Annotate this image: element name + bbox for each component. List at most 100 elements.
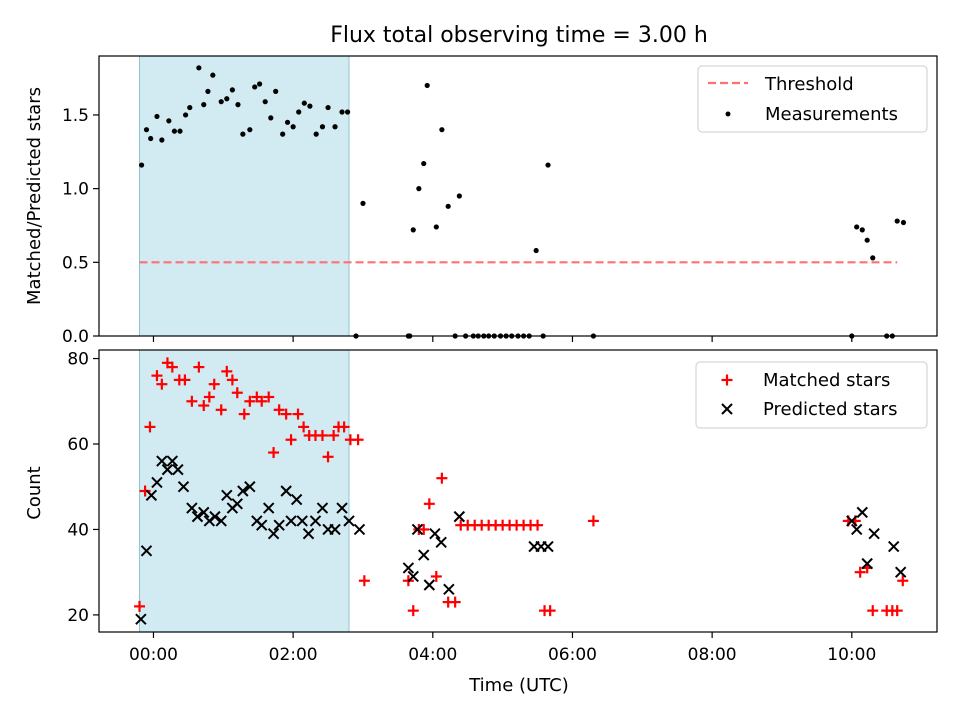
ratio-y-tick-label: 1.5 <box>62 106 89 126</box>
matched-point <box>203 391 215 403</box>
predicted-point <box>868 528 880 540</box>
matched-point <box>273 404 285 416</box>
matched-point <box>449 596 461 608</box>
measurement-point <box>182 112 189 118</box>
cross-b <box>850 523 863 536</box>
predicted-point <box>215 515 227 527</box>
predicted-point <box>861 557 873 570</box>
measurement-point <box>210 72 216 78</box>
matched-point <box>226 374 238 386</box>
cross-b <box>402 562 415 574</box>
matched-point <box>256 395 268 407</box>
cross-b <box>140 545 153 557</box>
matched-point <box>891 605 903 617</box>
measurement-point <box>273 88 279 94</box>
matched-point <box>139 485 151 497</box>
cross-b <box>418 549 430 561</box>
predicted-point <box>290 493 303 506</box>
cross-b <box>156 455 168 467</box>
measurement-point <box>177 128 183 134</box>
measurement-point <box>229 87 235 93</box>
matched-point <box>867 605 879 617</box>
matched-point <box>193 361 205 373</box>
measurement-point <box>154 113 160 120</box>
measurement-point <box>339 109 345 115</box>
cross-b <box>411 523 424 536</box>
predicted-point <box>267 528 280 540</box>
measurement-point <box>307 103 313 109</box>
predicted-point <box>329 523 341 536</box>
matched-point <box>407 605 419 617</box>
predicted-point <box>423 579 436 591</box>
x-axis-label: Time (UTC) <box>468 675 569 696</box>
cross-b <box>336 502 348 514</box>
predicted-point <box>429 528 441 540</box>
cross-b <box>172 463 184 476</box>
cross-b <box>316 502 329 514</box>
cross-b <box>177 481 190 493</box>
ratio-y-tick-label: 0.0 <box>62 327 89 347</box>
predicted-point <box>353 523 366 536</box>
cross-b <box>309 515 322 527</box>
matched-point <box>322 451 334 463</box>
measurement-point <box>319 124 326 130</box>
legend-predicted-label: Predicted stars <box>763 399 897 420</box>
matched-point <box>423 498 435 510</box>
predicted-point <box>244 481 256 493</box>
matched-point <box>215 404 227 416</box>
cross-b <box>423 579 436 591</box>
measurement-point <box>201 102 207 108</box>
cross-b <box>856 506 868 519</box>
cross-b <box>329 523 341 536</box>
cross-b <box>166 455 179 467</box>
cross-b <box>868 528 880 540</box>
predicted-point <box>316 502 329 514</box>
predicted-point <box>172 463 184 476</box>
count-x-tick-label: 02:00 <box>269 645 318 665</box>
cross-b <box>407 570 419 583</box>
measurement-point <box>900 219 907 226</box>
cross-b <box>290 493 303 506</box>
matched-point <box>231 387 243 399</box>
measurement-point <box>545 162 551 168</box>
predicted-point <box>302 528 315 540</box>
count-legend-frame <box>695 361 928 429</box>
legend-matched-swatch <box>721 374 733 386</box>
chart-title: Flux total observing time = 3.00 h <box>330 23 708 48</box>
cross-b <box>209 510 221 523</box>
matched-point <box>285 434 297 446</box>
measurement-point <box>268 115 274 121</box>
count-axes-frame <box>98 349 938 633</box>
cross-b <box>231 498 243 510</box>
measurement-point <box>360 200 366 206</box>
matched-point <box>144 421 156 433</box>
matched-point <box>316 429 328 441</box>
matched-point <box>352 434 364 446</box>
ratio-y-tick-label: 0.5 <box>62 253 89 273</box>
predicted-point <box>343 515 355 527</box>
legend-threshold-label: Threshold <box>764 74 854 95</box>
measurement-point <box>159 137 165 143</box>
measurement-point <box>410 227 416 233</box>
measurement-point <box>870 255 876 261</box>
count-y-tick-label: 20 <box>67 606 89 626</box>
predicted-point <box>296 515 308 527</box>
measurement-point <box>280 131 286 137</box>
predicted-point <box>411 523 424 536</box>
cross-b <box>262 502 275 514</box>
cross-b <box>244 481 256 493</box>
legend-predicted-swatch <box>721 403 733 415</box>
predicted-point <box>887 540 900 553</box>
measurement-point <box>301 100 307 106</box>
measurement-point <box>313 131 319 137</box>
count-x-tick-label: 10:00 <box>827 645 876 665</box>
measurement-point <box>196 65 202 71</box>
predicted-point <box>156 455 168 467</box>
ratio-y-tick-label: 1.0 <box>62 180 89 200</box>
predicted-point <box>135 613 147 625</box>
predicted-point <box>285 515 297 527</box>
matched-point <box>854 566 866 578</box>
matched-point <box>897 575 909 587</box>
measurement-point <box>325 104 331 111</box>
measurement-point <box>166 118 172 124</box>
